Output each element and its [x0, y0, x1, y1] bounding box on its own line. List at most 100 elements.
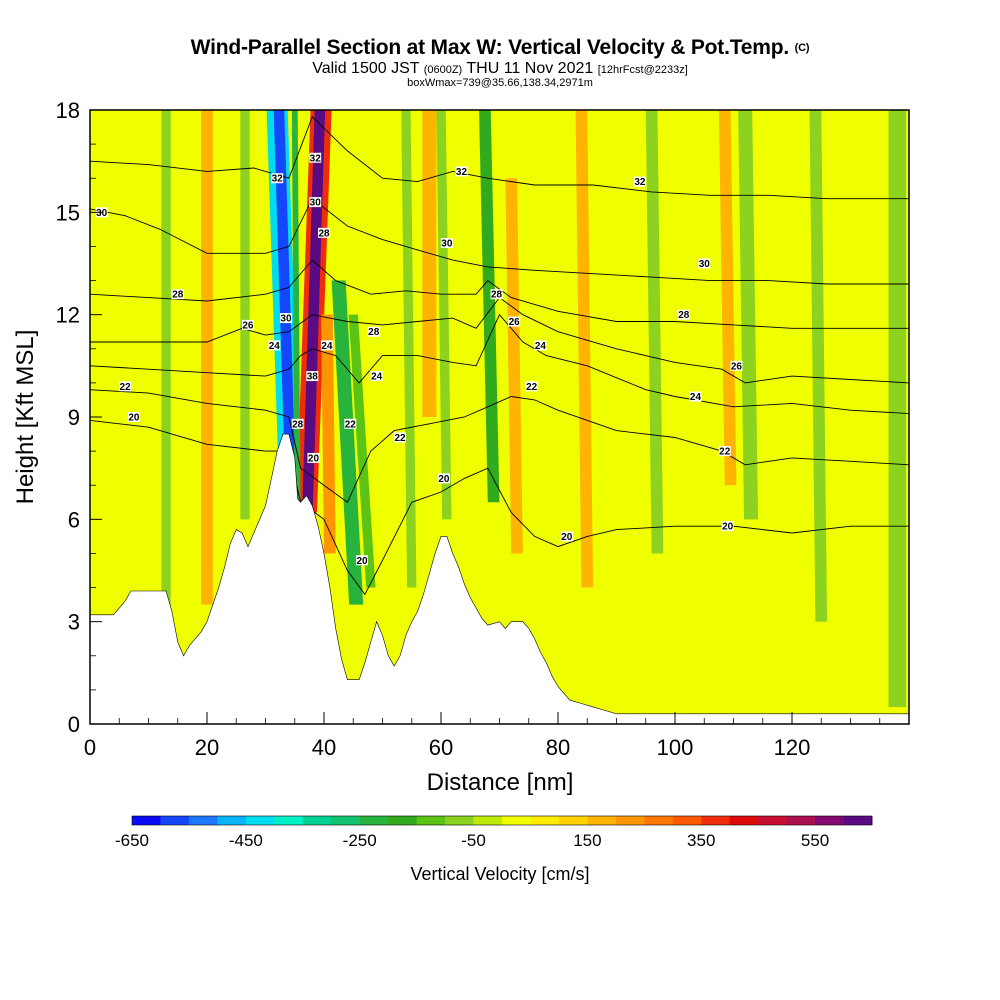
- theta-contour-32: [90, 116, 909, 200]
- colorbar-swatch: [445, 816, 474, 825]
- chart-title: Wind-Parallel Section at Max W: Vertical…: [0, 36, 1000, 60]
- vv-band-14: [161, 110, 171, 622]
- vv-band-7: [348, 314, 376, 588]
- colorbar-tick-label: -250: [343, 831, 377, 850]
- colorbar-swatch: [388, 816, 418, 825]
- contour-label-bg: [455, 166, 468, 177]
- contour-label-bg: [525, 381, 538, 392]
- vv-band-12: [718, 110, 737, 486]
- colorbar-swatch: [217, 816, 247, 825]
- contour-label-bg: [490, 289, 503, 300]
- valid-zulu: (0600Z): [423, 64, 463, 76]
- contour-label: 38: [307, 372, 319, 383]
- contour-label-bg: [271, 173, 284, 184]
- colorbar-swatch: [274, 816, 304, 825]
- contour-label: 32: [272, 174, 284, 185]
- colorbar-swatch: [558, 816, 588, 825]
- y-tick-label: 3: [68, 610, 80, 635]
- colorbar-tick-label: 550: [801, 831, 829, 850]
- contour-label: 24: [690, 392, 702, 403]
- x-tick-label: 0: [84, 735, 96, 760]
- colorbar-swatch: [188, 816, 218, 825]
- contour-label: 26: [242, 320, 254, 331]
- contour-label: 28: [292, 419, 304, 430]
- colorbar-swatch: [359, 816, 389, 825]
- contour-label-bg: [437, 473, 450, 484]
- contour-label-bg: [309, 152, 322, 163]
- colorbar-swatch: [473, 816, 503, 825]
- vv-band-6: [321, 314, 336, 554]
- contour-label-bg: [291, 418, 304, 429]
- colorbar-swatch: [530, 816, 560, 825]
- vv-band-4: [291, 110, 301, 520]
- contour-label-bg: [718, 446, 731, 457]
- x-axis-title: Distance [nm]: [427, 769, 574, 796]
- valid-time-line: Valid 1500 JST (0600Z) THU 11 Nov 2021 […: [0, 60, 1000, 79]
- colorbar-tick-label: -50: [461, 831, 486, 850]
- vv-band-15: [201, 110, 213, 605]
- contour-label-bg: [309, 197, 322, 208]
- valid-pre: Valid 1500 JST: [312, 60, 420, 77]
- contour-label: 24: [371, 372, 383, 383]
- x-tick-label: 60: [429, 735, 453, 760]
- contour-label-bg: [367, 326, 380, 337]
- plot-area: 30 28 22 20 26 24 30 32 32 30 28 24 38 28 20 22 24 28 20 22…: [90, 110, 909, 724]
- contour-label: 30: [441, 239, 453, 250]
- y-tick-label: 6: [68, 507, 80, 532]
- colorbar-tick-label: -450: [229, 831, 263, 850]
- contour-label-bg: [633, 176, 646, 187]
- colorbar-swatch: [160, 816, 190, 825]
- contour-label-bg: [356, 555, 369, 566]
- contour-label: 32: [456, 167, 468, 178]
- colorbar-swatch: [672, 816, 702, 825]
- colorbar-swatch: [331, 816, 361, 825]
- contour-label-bg: [127, 412, 140, 422]
- vv-band-5: [331, 280, 364, 605]
- contour-label: 20: [561, 532, 573, 543]
- axes: 0 20 40 60 80 100 120 0 3 6 9 12 15 18: [56, 98, 881, 760]
- vv-band-21: [888, 110, 907, 707]
- colorbar-swatch: [815, 816, 844, 825]
- theta-contour-30: [90, 198, 909, 285]
- colorbar-swatch: [132, 816, 161, 825]
- contour-label-bg: [344, 418, 357, 429]
- contour-label-bg: [698, 258, 711, 269]
- x-tick-label: 40: [312, 735, 336, 760]
- contour-label: 28: [368, 327, 380, 338]
- contour-label-bg: [534, 340, 547, 351]
- contour-label: 30: [280, 314, 292, 325]
- colorbar-title: Vertical Velocity [cm/s]: [410, 864, 589, 884]
- contour-label-bg: [241, 319, 254, 330]
- contour-label: 32: [634, 177, 646, 188]
- copyright-mark: (C): [794, 42, 810, 54]
- colorbar-swatch: [644, 816, 674, 825]
- contour-label-bg: [440, 238, 453, 249]
- colorbar-swatch: [302, 816, 332, 825]
- contour-label: 30: [310, 198, 322, 209]
- colorbar-swatch: [587, 816, 617, 825]
- contour-label: 22: [345, 419, 357, 430]
- vv-band-17: [401, 110, 417, 588]
- x-tick-label: 120: [774, 735, 811, 760]
- contour-label: 20: [356, 556, 368, 567]
- contour-label: 24: [535, 341, 547, 352]
- contour-label-bg: [560, 531, 573, 542]
- box-wmax-info: boxWmax=739@35.66,138.34,2971m: [407, 77, 593, 89]
- vv-band-10: [436, 110, 452, 520]
- contour-label: 28: [491, 290, 503, 301]
- contour-label: 20: [308, 453, 320, 464]
- vv-band-19: [645, 110, 664, 554]
- theta-contour-26: [90, 296, 909, 384]
- contour-label: 20: [438, 474, 450, 485]
- colorbar-swatch: [786, 816, 816, 825]
- colorbar-swatch: [758, 816, 788, 825]
- contour-label: 26: [731, 361, 743, 372]
- x-tick-label: 80: [546, 735, 570, 760]
- y-tick-label: 12: [56, 303, 80, 328]
- contour-label-bg: [689, 391, 702, 402]
- contour-label: 20: [128, 413, 140, 424]
- contour-label-bg: [394, 432, 407, 443]
- contour-label: 30: [96, 208, 108, 219]
- contour-label: 24: [269, 341, 281, 352]
